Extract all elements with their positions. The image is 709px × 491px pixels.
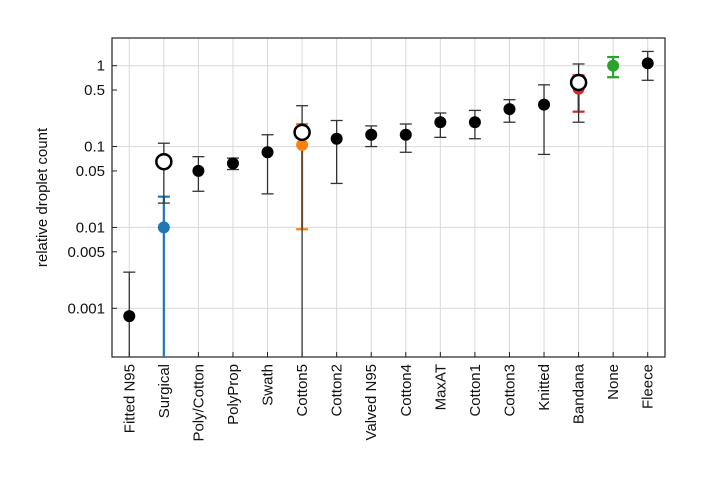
data-point: [261, 146, 274, 159]
data-points: [123, 57, 654, 323]
data-point: [226, 157, 239, 170]
y-ticks: 1 0.5 0.1 0.05 0.01 0.005 0.001: [67, 58, 117, 317]
x-tick-label: Cotton5: [294, 364, 311, 417]
error-bars: [123, 50, 654, 357]
data-point-open: [155, 152, 173, 171]
x-tick-label: Fleece: [640, 364, 657, 409]
x-tick-label: Swath: [260, 364, 277, 406]
x-tick-label: Valved N95: [363, 364, 380, 440]
y-tick-label: 0.001: [67, 300, 105, 317]
grid-layer: [112, 38, 665, 357]
data-point: [192, 164, 205, 177]
x-tick-label: MaxAT: [432, 364, 449, 410]
data-point-open: [569, 73, 588, 92]
x-tick-label: None: [605, 364, 622, 400]
data-point: [296, 138, 309, 151]
plot-frame: [111, 37, 666, 358]
y-tick-label: 0.1: [84, 139, 105, 156]
x-ticks: Fitted N95 Surgical Poly/Cotton PolyProp Swa…: [121, 352, 657, 442]
x-tick-label: Bandana: [571, 363, 588, 424]
x-tick-label: PolyProp: [225, 364, 242, 425]
y-tick-label: 0.05: [76, 163, 105, 180]
x-tick-label: Knitted: [536, 364, 553, 411]
data-point: [641, 57, 654, 70]
data-point: [607, 59, 620, 72]
data-point: [330, 132, 343, 145]
data-point: [503, 103, 516, 116]
x-tick-label: Surgical: [156, 364, 173, 418]
data-point: [399, 128, 412, 141]
x-tick-label: Cotton3: [501, 364, 518, 417]
y-tick-label: 1: [97, 58, 105, 75]
y-tick-label: 0.005: [67, 244, 105, 261]
y-tick-label: 0.5: [84, 82, 105, 99]
data-point-open: [293, 123, 311, 142]
y-axis-label: relative droplet count: [34, 127, 51, 267]
x-tick-label: Poly/Cotton: [190, 364, 207, 442]
x-tick-label: Cotton4: [398, 364, 415, 417]
data-point: [123, 310, 136, 323]
x-tick-label: Cotton2: [329, 364, 346, 417]
data-point: [365, 128, 378, 141]
y-tick-label: 0.01: [76, 219, 105, 236]
data-point: [538, 98, 551, 111]
x-tick-label: Fitted N95: [121, 364, 138, 433]
data-point: [157, 221, 170, 234]
data-point: [434, 116, 447, 129]
x-tick-label: Cotton1: [467, 364, 484, 417]
data-point: [468, 116, 481, 129]
